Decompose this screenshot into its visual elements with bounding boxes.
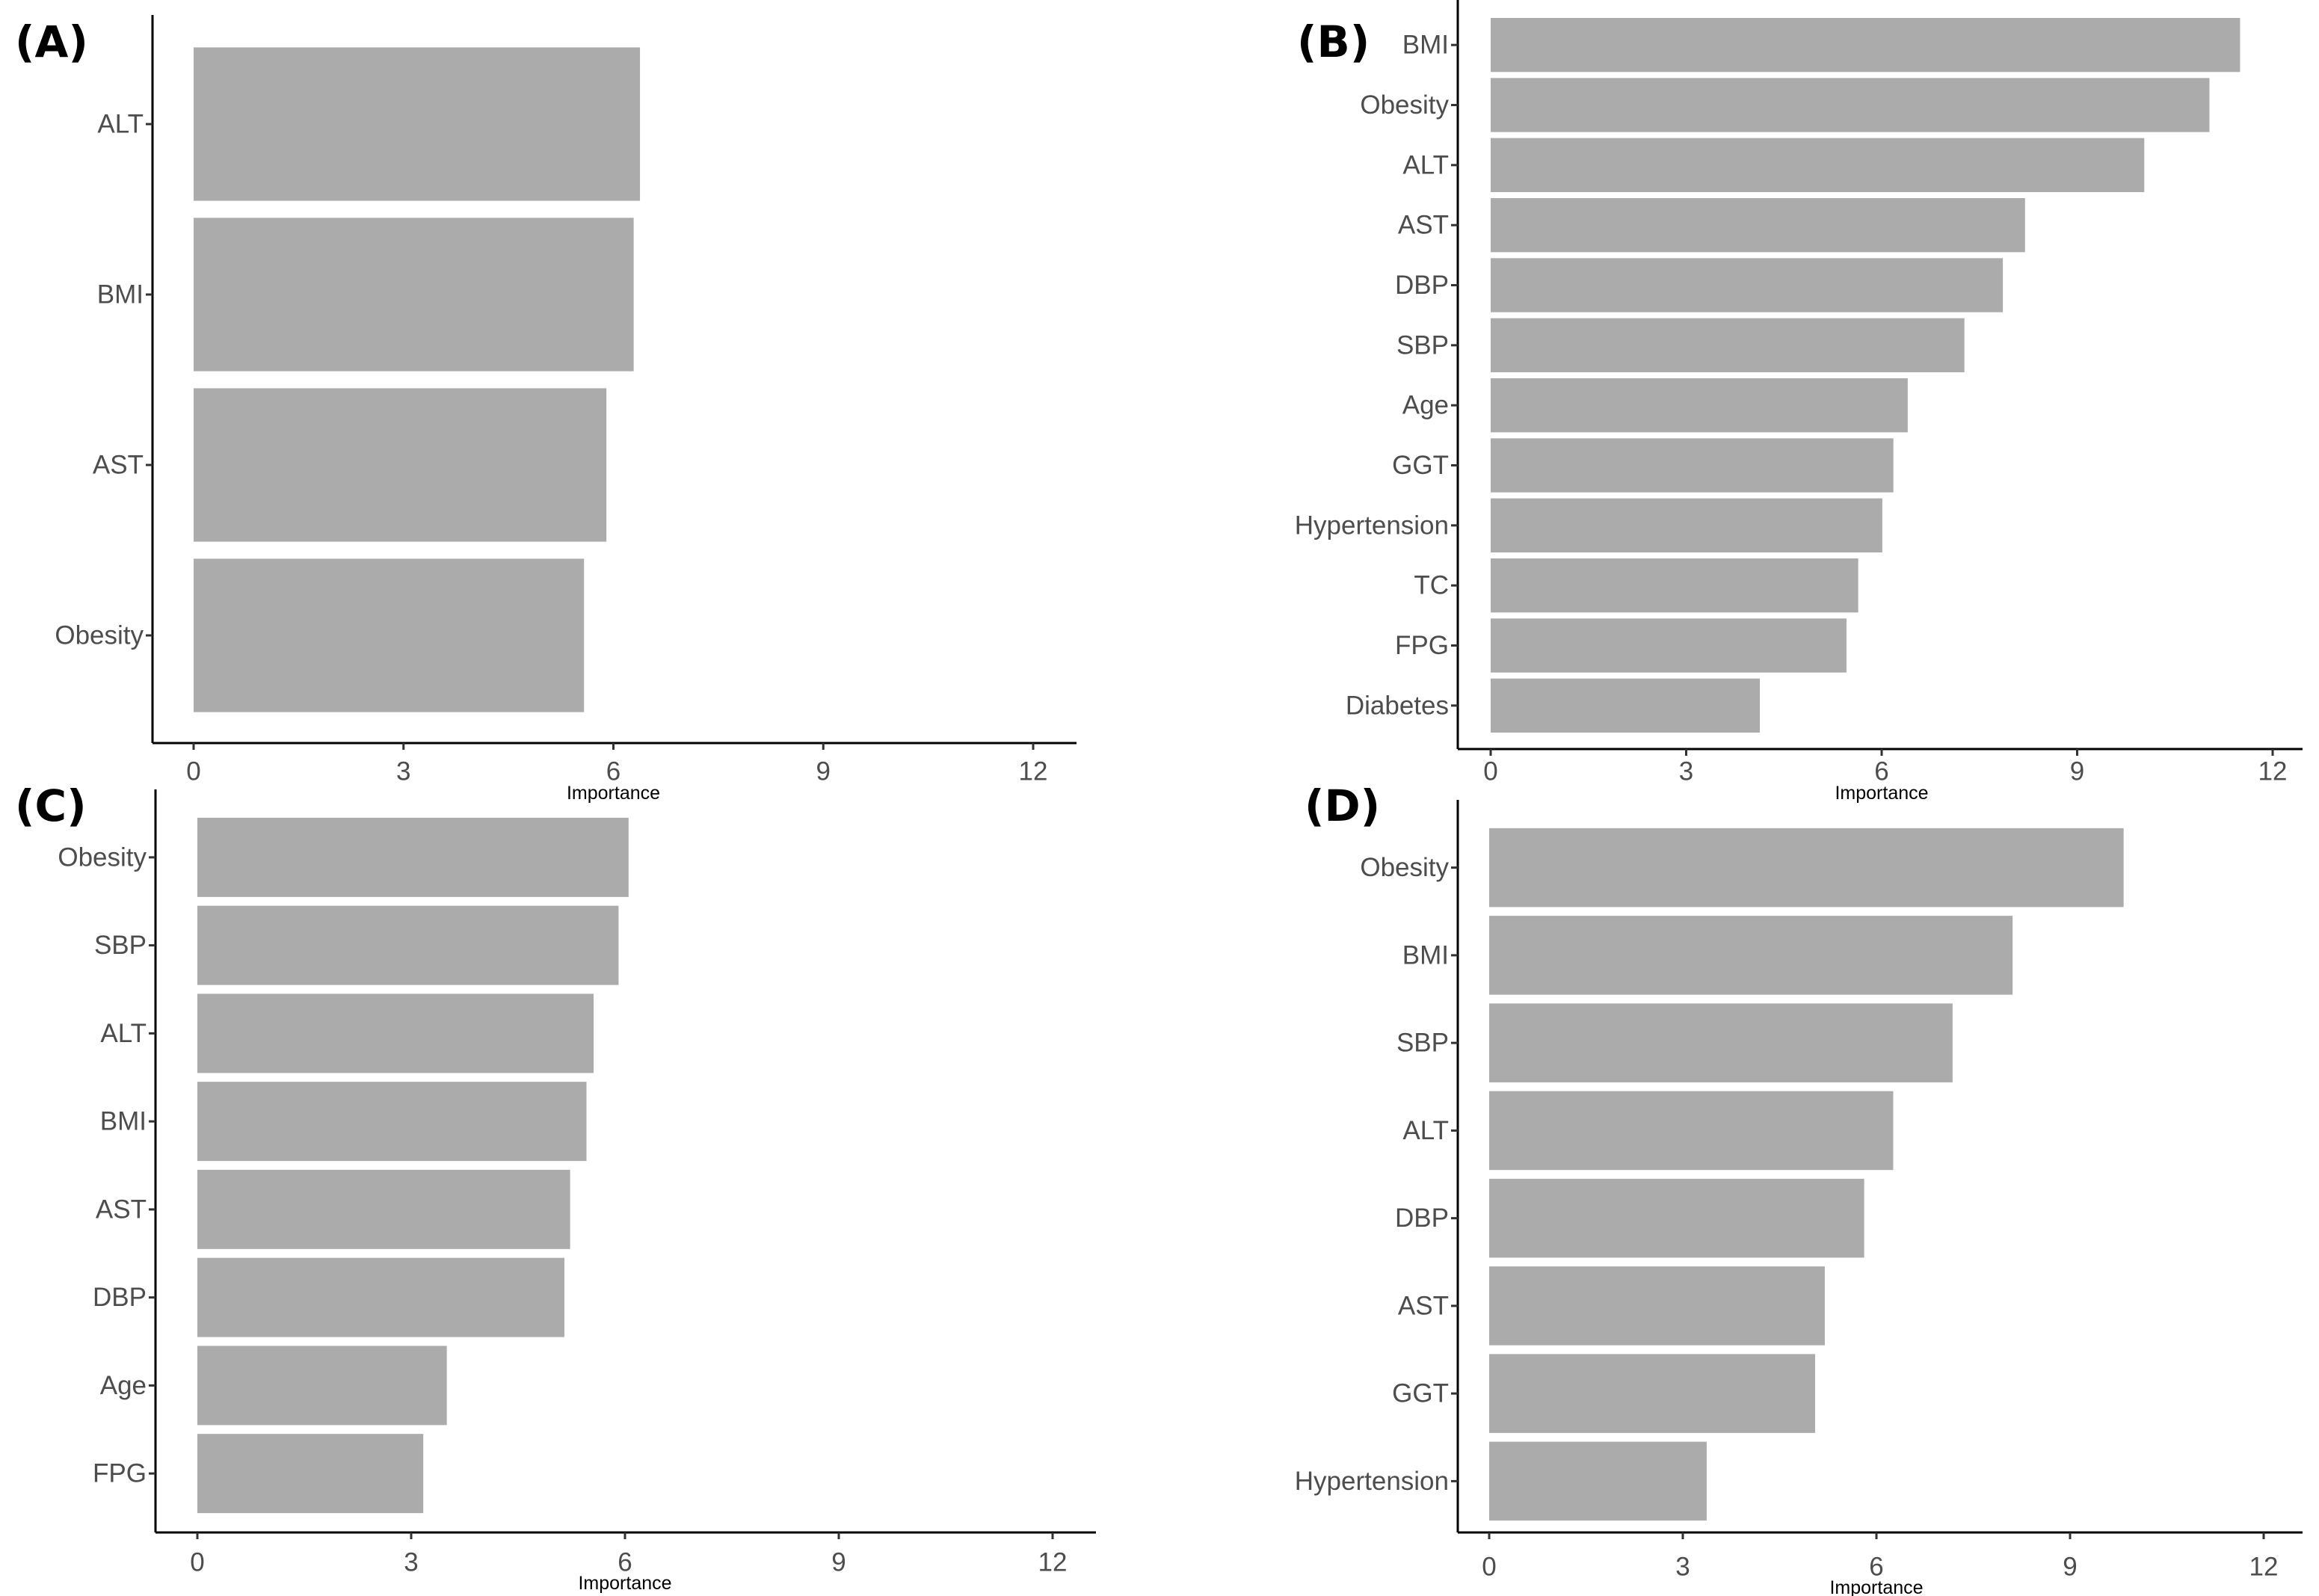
x-tick-label-a-0: 0 bbox=[186, 757, 200, 786]
x-tick-label-b-3: 3 bbox=[1679, 757, 1693, 786]
bar-d-alt bbox=[1489, 1091, 1894, 1171]
panel-label-b: (B) bbox=[1297, 16, 1370, 67]
bar-b-obesity bbox=[1491, 78, 2210, 132]
y-tick-label-d-sbp: SBP bbox=[1396, 1029, 1449, 1058]
x-tick-label-b-12: 12 bbox=[2258, 757, 2288, 786]
y-tick-label-c-age: Age bbox=[100, 1371, 147, 1400]
x-tick-label-c-0: 0 bbox=[190, 1548, 204, 1577]
y-tick-label-b-ggt: GGT bbox=[1392, 451, 1449, 480]
y-tick-label-d-ast: AST bbox=[1398, 1291, 1449, 1320]
y-tick-label-d-ggt: GGT bbox=[1392, 1379, 1449, 1408]
y-tick-label-b-fpg: FPG bbox=[1395, 631, 1449, 660]
y-tick-label-a-bmi: BMI bbox=[97, 280, 144, 309]
bar-b-tc bbox=[1491, 558, 1858, 613]
bar-c-fpg bbox=[197, 1434, 424, 1514]
y-tick-label-b-ast: AST bbox=[1398, 211, 1449, 240]
x-tick-label-d-3: 3 bbox=[1675, 1553, 1690, 1582]
bar-c-obesity bbox=[197, 817, 629, 897]
y-tick-label-d-alt: ALT bbox=[1402, 1116, 1449, 1145]
y-tick-label-c-alt: ALT bbox=[100, 1019, 147, 1048]
y-tick-label-b-obesity: Obesity bbox=[1360, 90, 1449, 120]
x-tick-label-d-12: 12 bbox=[2249, 1553, 2279, 1582]
y-tick-label-d-hypertension: Hypertension bbox=[1295, 1467, 1449, 1496]
x-tick-label-d-0: 0 bbox=[1482, 1553, 1496, 1582]
panel-d: Obesity BMI SBP ALT DBP AST GGT Hypertension 0 3 6… bbox=[1295, 780, 2303, 1596]
bar-b-bmi bbox=[1491, 18, 2241, 73]
bar-b-hypertension bbox=[1491, 498, 1882, 552]
x-axis-title-a: Importance bbox=[567, 783, 660, 804]
y-tick-label-b-dbp: DBP bbox=[1395, 271, 1449, 300]
x-tick-label-a-9: 9 bbox=[816, 757, 831, 786]
bar-d-hypertension bbox=[1489, 1441, 1707, 1521]
bar-d-sbp bbox=[1489, 1003, 1953, 1082]
x-tick-label-c-12: 12 bbox=[1038, 1548, 1068, 1577]
bar-a-obesity bbox=[194, 558, 585, 712]
bar-b-age bbox=[1491, 378, 1908, 433]
bar-b-fpg bbox=[1491, 618, 1847, 673]
bar-a-ast bbox=[194, 388, 607, 542]
x-tick-label-b-6: 6 bbox=[1874, 757, 1888, 786]
bar-c-alt bbox=[197, 993, 594, 1073]
y-tick-label-b-hypertension: Hypertension bbox=[1295, 511, 1449, 540]
y-tick-label-b-sbp: SBP bbox=[1396, 330, 1449, 360]
bar-d-ast bbox=[1489, 1266, 1825, 1346]
y-tick-label-c-fpg: FPG bbox=[93, 1459, 147, 1488]
x-tick-label-b-0: 0 bbox=[1483, 757, 1497, 786]
x-tick-label-a-12: 12 bbox=[1019, 757, 1048, 786]
x-tick-label-b-9: 9 bbox=[2070, 757, 2084, 786]
y-tick-label-a-alt: ALT bbox=[97, 110, 144, 139]
bar-a-alt bbox=[194, 47, 641, 201]
bar-a-bmi bbox=[194, 218, 634, 372]
x-axis-title-c: Importance bbox=[578, 1573, 671, 1594]
y-tick-label-a-ast: AST bbox=[93, 451, 144, 480]
x-tick-label-d-6: 6 bbox=[1869, 1553, 1883, 1582]
x-axis-title-b: Importance bbox=[1835, 783, 1928, 804]
y-tick-label-c-sbp: SBP bbox=[94, 931, 147, 960]
y-tick-label-c-bmi: BMI bbox=[100, 1107, 147, 1136]
x-tick-label-c-3: 3 bbox=[404, 1548, 418, 1577]
y-tick-label-c-obesity: Obesity bbox=[58, 842, 147, 872]
y-tick-label-b-age: Age bbox=[1402, 391, 1449, 420]
y-tick-label-b-alt: ALT bbox=[1402, 150, 1449, 179]
bar-b-dbp bbox=[1491, 258, 2004, 312]
y-tick-label-a-obesity: Obesity bbox=[55, 621, 144, 650]
bar-b-sbp bbox=[1491, 318, 1965, 372]
bar-d-ggt bbox=[1489, 1354, 1815, 1433]
y-tick-label-d-obesity: Obesity bbox=[1360, 853, 1449, 882]
bar-d-bmi bbox=[1489, 916, 2013, 995]
y-tick-label-d-bmi: BMI bbox=[1402, 940, 1449, 970]
panel-label-c: (C) bbox=[15, 780, 87, 831]
x-tick-label-c-6: 6 bbox=[618, 1548, 632, 1577]
panel-b: BMI Obesity ALT AST DBP SBP Age GGT Hypertension… bbox=[1295, 0, 2303, 804]
y-tick-label-b-tc: TC bbox=[1414, 571, 1449, 600]
bar-b-ggt bbox=[1491, 438, 1894, 493]
bar-c-dbp bbox=[197, 1257, 564, 1337]
panel-label-d: (D) bbox=[1305, 780, 1380, 831]
x-tick-label-d-9: 9 bbox=[2063, 1553, 2077, 1582]
bar-c-age bbox=[197, 1346, 447, 1426]
bar-d-obesity bbox=[1489, 828, 2124, 908]
x-tick-label-c-9: 9 bbox=[831, 1548, 846, 1577]
bar-b-diabetes bbox=[1491, 678, 1760, 733]
x-axis-title-d: Importance bbox=[1829, 1577, 1923, 1596]
bar-c-ast bbox=[197, 1169, 570, 1249]
panel-label-a: (A) bbox=[15, 16, 88, 67]
bar-b-ast bbox=[1491, 198, 2025, 253]
bar-c-sbp bbox=[197, 905, 619, 985]
x-tick-label-a-6: 6 bbox=[606, 757, 620, 786]
panel-a: ALT BMI AST Obesity 0 3 6 9 12 Importance (A) bbox=[15, 15, 1077, 804]
bar-b-alt bbox=[1491, 138, 2145, 192]
bar-c-bmi bbox=[197, 1082, 587, 1162]
y-tick-label-b-bmi: BMI bbox=[1402, 31, 1449, 60]
bar-d-dbp bbox=[1489, 1178, 1864, 1258]
panel-c: Obesity SBP ALT BMI AST DBP Age FPG 0 3 6 9 12 Import… bbox=[15, 780, 1096, 1594]
y-tick-label-b-diabetes: Diabetes bbox=[1346, 691, 1449, 720]
x-tick-label-a-3: 3 bbox=[396, 757, 410, 786]
y-tick-label-c-ast: AST bbox=[96, 1195, 147, 1224]
y-tick-label-d-dbp: DBP bbox=[1395, 1204, 1449, 1233]
y-tick-label-c-dbp: DBP bbox=[93, 1283, 147, 1312]
